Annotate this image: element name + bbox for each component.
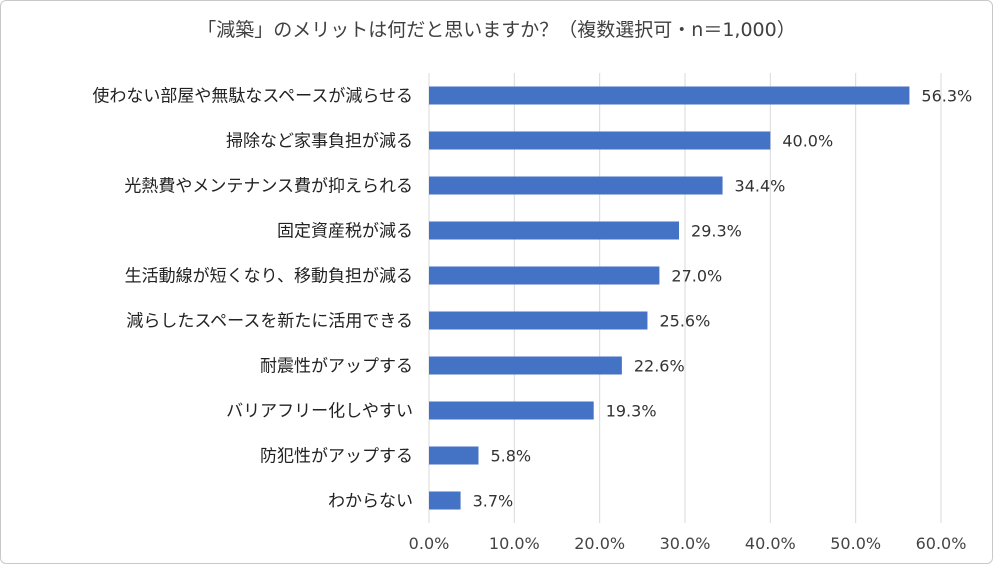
data-label: 29.3% [691,222,742,241]
category-label: 掃除など家事負担が減る [226,132,413,152]
bar [429,401,594,420]
data-label: 19.3% [606,402,657,421]
chart-title: 「減築」のメリットは何だと思いますか？（複数選択可・n＝1,000） [197,19,796,41]
bar [429,266,660,285]
x-tick-label: 10.0% [489,534,540,553]
data-label: 3.7% [473,492,514,511]
bar [429,131,771,150]
x-tick-label: 0.0% [409,534,450,553]
bar [429,176,723,195]
bar [429,446,479,465]
bar [429,356,622,375]
data-label: 22.6% [634,357,685,376]
bar [429,491,461,510]
data-label: 34.4% [735,177,786,196]
category-label: 使わない部屋や無駄なスペースが減らせる [92,86,413,107]
bar [429,86,910,105]
data-label: 40.0% [782,132,833,151]
category-label: 耐震性がアップする [260,357,413,377]
x-tick-label: 30.0% [660,534,711,553]
category-label: 防犯性がアップする [260,447,413,467]
data-label: 5.8% [490,447,531,466]
category-label: わからない [328,492,413,512]
data-label: 56.3% [921,87,972,106]
category-label: バリアフリー化しやすい [226,402,413,422]
bar [429,221,680,240]
x-tick-label: 40.0% [745,534,796,553]
x-tick-label: 50.0% [830,534,881,553]
category-label: 固定資産税が減る [277,222,413,242]
category-label: 生活動線が短くなり、移動負担が減る [125,267,413,287]
x-tick-label: 60.0% [916,534,967,553]
x-tick-label: 20.0% [574,534,625,553]
data-label: 27.0% [671,267,722,286]
category-label: 減らしたスペースを新たに活用できる [126,312,413,332]
bar [429,311,648,330]
data-label: 25.6% [659,312,710,331]
category-label: 光熱費やメンテナンス費が抑えられる [124,177,413,197]
